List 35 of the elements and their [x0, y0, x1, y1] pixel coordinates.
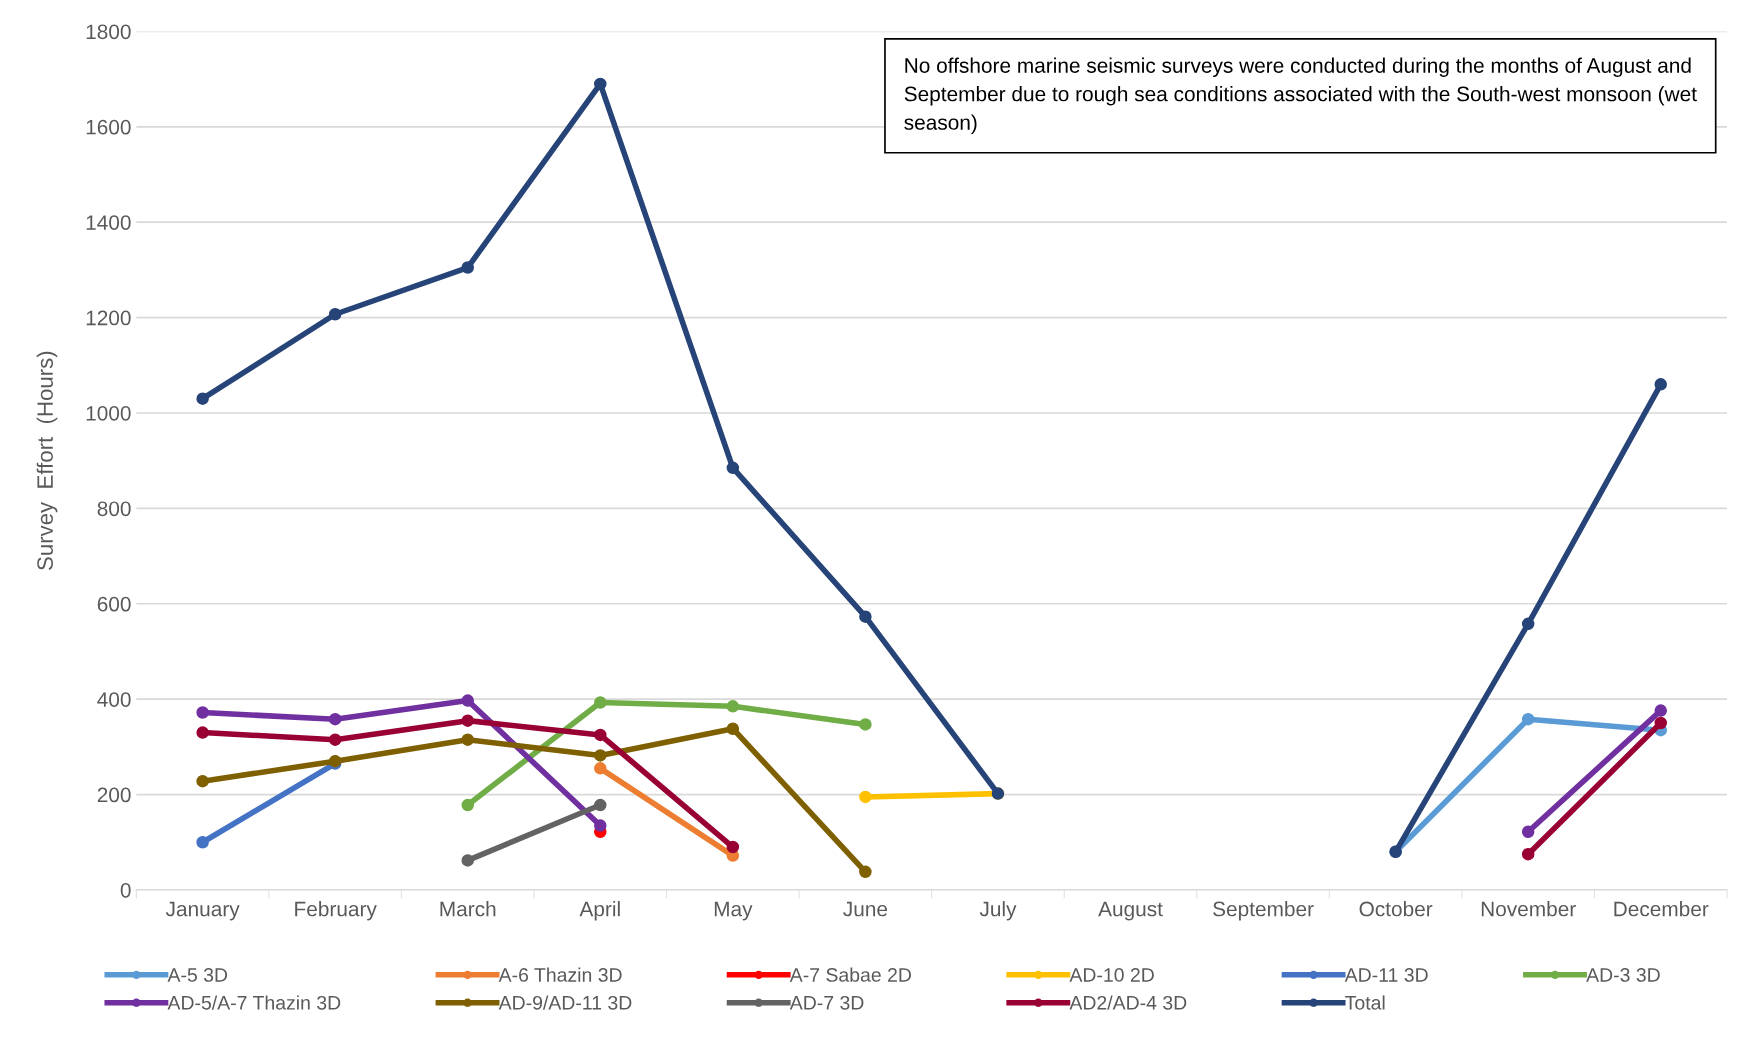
y-tick-label: 1000	[86, 405, 131, 421]
y-tick-label: 1200	[86, 310, 131, 326]
y-tick-label: 0	[120, 882, 131, 898]
legend-label: AD-9/AD-11 3D	[498, 995, 632, 1010]
legend-label: A-5 3D	[167, 968, 228, 982]
legend-label: AD2/AD-4 3D	[1069, 995, 1187, 1010]
y-tick-label: 1800	[86, 24, 131, 40]
legend-label: AD-7 3D	[789, 995, 864, 1010]
x-tick-label: August	[1098, 901, 1163, 921]
y-tick-label: 400	[97, 692, 131, 707]
y-axis-title: Survey Effort (Hours)	[36, 351, 58, 570]
legend-label: A-7 Sabae 2D	[789, 967, 911, 982]
x-tick-label: May	[714, 901, 753, 921]
y-tick-label: 200	[97, 787, 131, 803]
legend-label: Total	[1345, 995, 1385, 1010]
y-tick-label: 800	[97, 501, 131, 517]
y-tick-label: 1400	[86, 215, 131, 230]
legend-label: AD-5/A-7 Thazin 3D	[167, 995, 341, 1010]
x-tick-label: September	[1213, 901, 1314, 921]
x-tick-label: December	[1614, 901, 1709, 917]
legend-label: AD-11 3D	[1344, 968, 1428, 982]
y-tick-label: 600	[97, 596, 131, 612]
x-tick-label: January	[165, 901, 240, 921]
x-tick-label: November	[1481, 901, 1576, 917]
x-tick-label: March	[440, 901, 496, 917]
annotation: No offshore marine seismic surveys were conducted during the months of August and September due to rough sea conditions associated with the South-west monsoon (wet season)	[904, 57, 1697, 134]
legend-label: AD-10 2D	[1069, 968, 1154, 982]
y-tick-label: 1600	[86, 119, 131, 135]
legend-label: AD-3 3D	[1586, 968, 1660, 982]
x-tick-label: June	[843, 901, 888, 917]
x-tick-label: April	[579, 901, 620, 921]
x-tick-label: July	[979, 901, 1017, 921]
x-tick-label: October	[1359, 901, 1433, 917]
x-tick-label: February	[295, 901, 377, 921]
legend-label: A-6 Thazin 3D	[498, 967, 622, 982]
